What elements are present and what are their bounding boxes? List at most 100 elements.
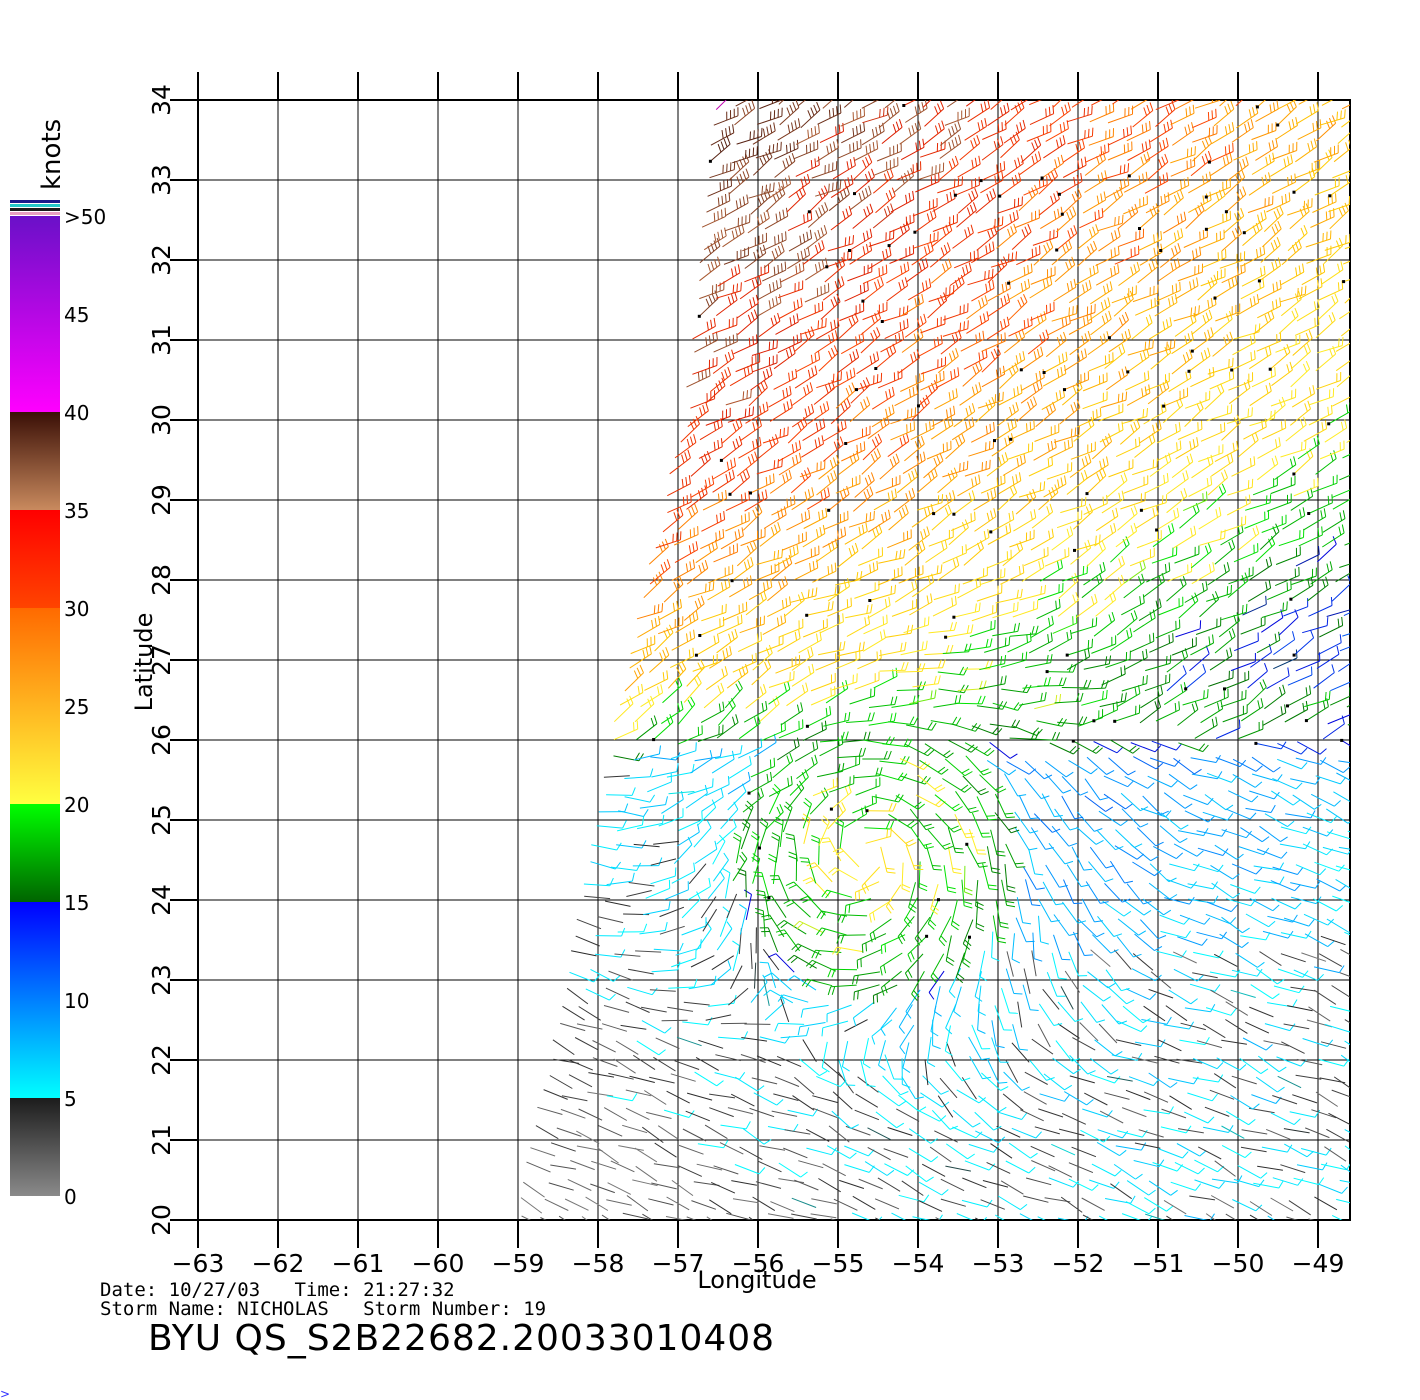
wind-barb xyxy=(1005,968,1023,995)
wind-barb xyxy=(1304,933,1335,948)
wind-barb xyxy=(1303,508,1327,531)
wind-barb xyxy=(1163,1199,1187,1215)
wind-barb xyxy=(709,646,732,669)
wind-barb xyxy=(1013,509,1037,532)
wind-barb xyxy=(1042,365,1067,387)
wind-barb xyxy=(750,974,768,1003)
wind-barb xyxy=(657,1125,681,1141)
wind-barb xyxy=(1019,346,1044,372)
wind-barb xyxy=(1054,692,1084,704)
rain-flag-mark xyxy=(913,230,917,234)
wind-barb xyxy=(994,1214,1005,1220)
wind-barb xyxy=(713,333,738,353)
wind-barb xyxy=(712,457,736,480)
wind-barb xyxy=(1351,916,1380,929)
wind-barb xyxy=(915,794,946,808)
rain-flag-mark xyxy=(1255,105,1259,109)
wind-barb xyxy=(1093,741,1124,754)
wind-barb xyxy=(1214,539,1236,565)
wind-barb xyxy=(821,1020,849,1037)
wind-barb xyxy=(1028,456,1053,477)
wind-barb xyxy=(947,739,978,753)
wind-barb xyxy=(549,1075,573,1089)
wind-barb xyxy=(537,1106,563,1115)
wind-barb xyxy=(1120,792,1149,812)
wind-barb xyxy=(1000,564,1025,585)
wind-barb xyxy=(1108,757,1136,776)
wind-barb xyxy=(774,152,796,178)
wind-barb xyxy=(898,1194,930,1203)
wind-barb xyxy=(1318,953,1343,967)
wind-barb xyxy=(1121,675,1148,692)
wind-barb xyxy=(1060,986,1074,1010)
wind-barb xyxy=(618,1145,644,1151)
wind-barb xyxy=(869,918,892,943)
wind-barb xyxy=(978,1095,1007,1113)
wind-barb xyxy=(1122,1005,1151,1024)
wind-barb xyxy=(885,624,914,638)
wind-barb xyxy=(1123,171,1148,193)
wind-barb xyxy=(818,454,840,480)
wind-barb xyxy=(1102,163,1130,180)
rain-flag-mark xyxy=(855,388,858,392)
wind-barb xyxy=(1304,690,1331,708)
wind-barb xyxy=(1104,883,1131,903)
wind-barb xyxy=(910,419,935,441)
wind-barb xyxy=(570,1160,595,1171)
wind-barb xyxy=(1277,742,1308,755)
wind-barb xyxy=(742,1128,772,1145)
wind-barb xyxy=(1287,225,1308,252)
wind-barb xyxy=(991,433,1014,457)
wind-barb xyxy=(849,185,872,211)
wind-barb xyxy=(667,493,692,514)
wind-barb xyxy=(1132,861,1162,877)
wind-barb xyxy=(900,293,924,317)
wind-barb xyxy=(802,1039,817,1063)
wind-barb xyxy=(1149,757,1181,767)
wind-barb xyxy=(1225,808,1257,820)
wind-barb xyxy=(1154,1055,1180,1064)
wind-barb xyxy=(1110,1183,1132,1200)
wind-barb xyxy=(1031,1160,1056,1172)
wind-barb xyxy=(1117,685,1141,708)
wind-barb xyxy=(578,1006,601,1021)
longitude-tick-label: −58 xyxy=(572,1249,625,1278)
wind-barb xyxy=(962,919,974,950)
wind-barb xyxy=(1253,1180,1284,1189)
wind-barb xyxy=(833,1198,858,1211)
wind-barb xyxy=(920,140,946,158)
wind-barb xyxy=(1242,210,1267,235)
wind-barb xyxy=(904,953,924,981)
wind-barb xyxy=(1313,989,1337,1005)
wind-barb xyxy=(544,1198,569,1211)
wind-barb xyxy=(1255,1076,1285,1093)
wind-barb xyxy=(916,1108,947,1122)
wind-barb xyxy=(1277,968,1309,978)
wind-barb xyxy=(854,881,880,901)
latitude-tick-label: 28 xyxy=(147,564,176,596)
wind-barb xyxy=(1280,826,1312,835)
wind-barb xyxy=(1122,899,1152,916)
wind-barb xyxy=(705,666,728,691)
wind-barb xyxy=(1126,883,1152,905)
wind-barb xyxy=(901,1180,924,1196)
wind-barb xyxy=(1230,653,1256,672)
wind-barb xyxy=(1192,108,1217,129)
wind-barb xyxy=(662,677,683,704)
wind-barb xyxy=(1001,879,1016,908)
wind-barb xyxy=(1343,612,1350,617)
wind-barb xyxy=(931,504,952,531)
wind-barb xyxy=(944,274,965,301)
wind-barb xyxy=(1040,154,1064,180)
wind-barb xyxy=(564,1198,589,1211)
wind-barb xyxy=(1038,484,1059,511)
wind-barb xyxy=(837,139,862,159)
wind-barb xyxy=(827,802,846,830)
wind-barb xyxy=(745,401,769,424)
rain-flag-mark xyxy=(698,634,702,637)
wind-barb xyxy=(666,1090,690,1104)
wind-barb xyxy=(683,1001,710,1006)
wind-barb xyxy=(791,382,813,407)
wind-barb xyxy=(1083,655,1112,670)
wind-barb xyxy=(805,601,834,617)
